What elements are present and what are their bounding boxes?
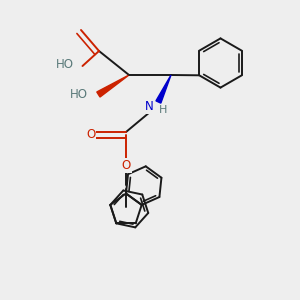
Polygon shape [156,75,171,103]
Text: HO: HO [56,58,74,71]
Text: H: H [158,105,167,116]
Text: O: O [86,128,95,142]
Text: N: N [145,100,154,113]
Polygon shape [97,75,129,97]
Text: HO: HO [70,88,88,101]
Text: O: O [122,159,130,172]
